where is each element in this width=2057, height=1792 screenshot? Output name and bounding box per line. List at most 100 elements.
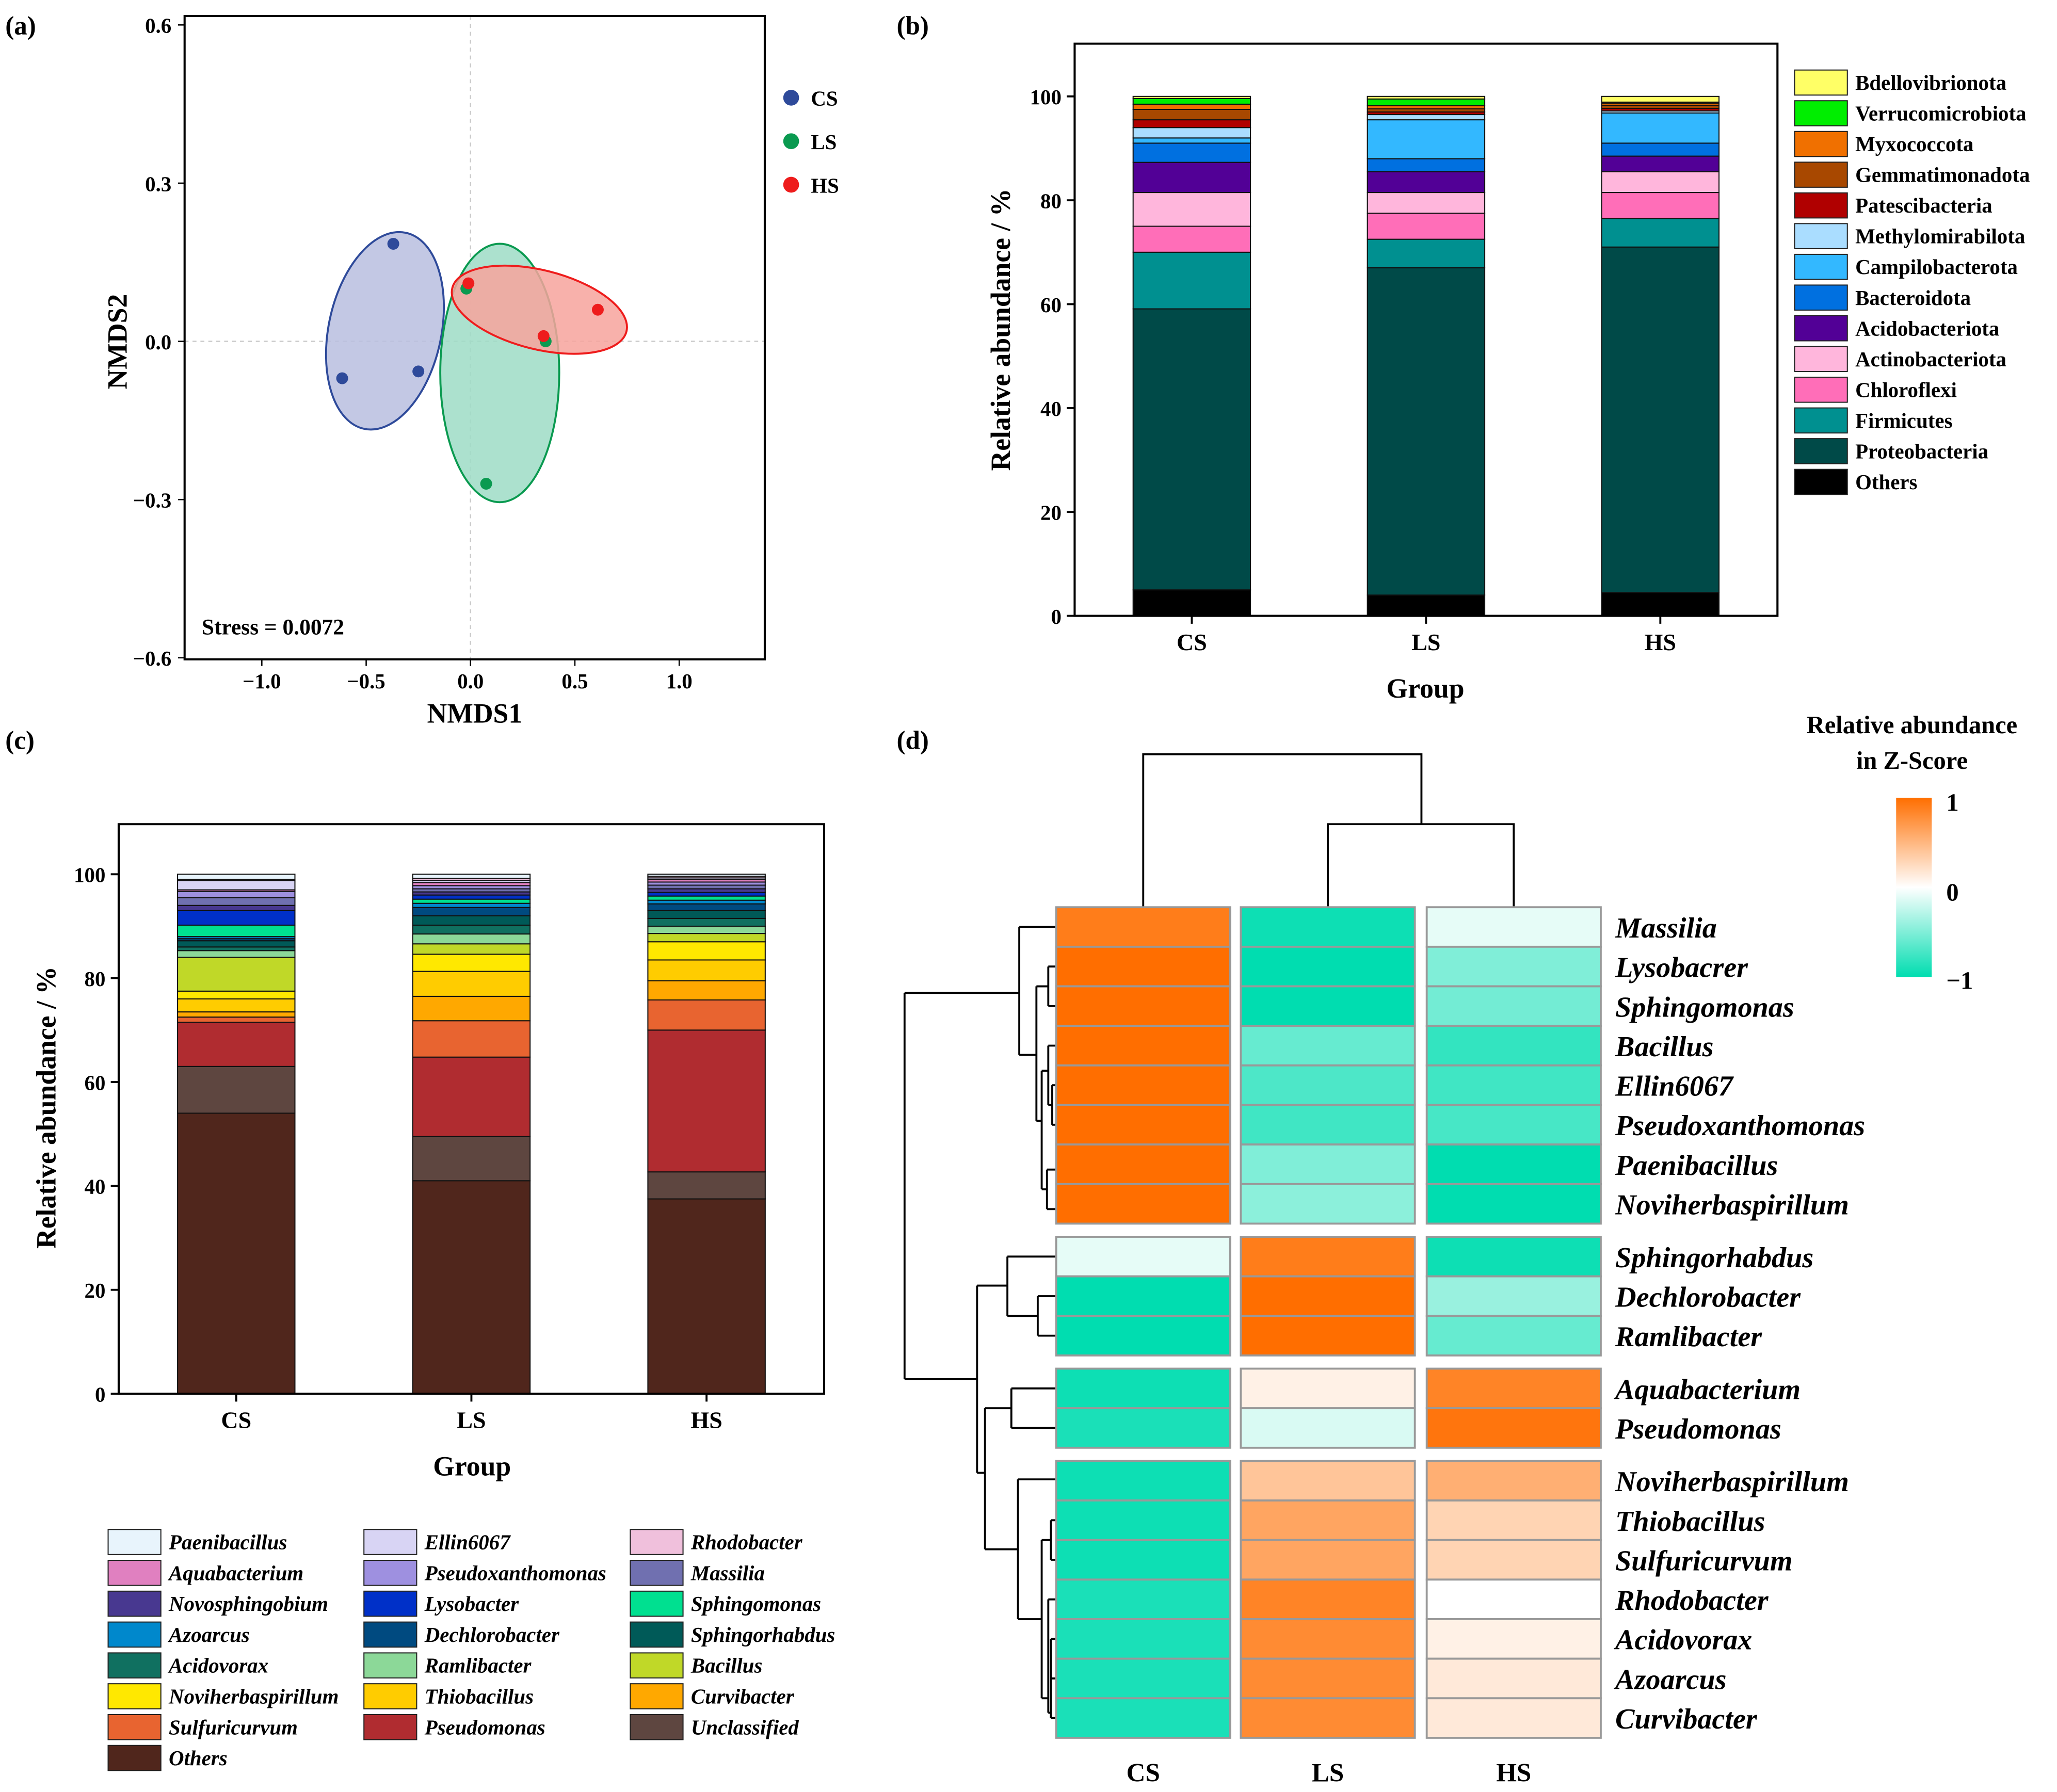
legend-label-pseudomonas: Pseudomonas: [424, 1716, 545, 1739]
heatmap-cell-lysobacrer-cs: [1055, 945, 1231, 988]
bar-segment-cs-sphingomonas: [177, 924, 296, 938]
bar-segment-hs-noviherbaspirillum: [647, 941, 766, 961]
legend-label-acidovorax: Acidovorax: [167, 1654, 268, 1677]
y-tick-label: 60: [85, 1071, 106, 1094]
x-tick-label: HS: [690, 1407, 722, 1433]
legend-swatch-ellin6067: [363, 1529, 417, 1555]
bar-segment-hs-sphingorhabdus: [647, 910, 766, 919]
y-tick-label: 0: [1051, 605, 1061, 628]
point-cs: [387, 237, 399, 250]
heatmap-cell-curvibacter-hs: [1425, 1697, 1602, 1739]
bar-segment-hs-lysobacter: [647, 892, 766, 897]
bar-segment-hs-massilia: [647, 884, 766, 890]
legend-label-unclassified: Unclassified: [691, 1716, 799, 1739]
bar-segment-hs-novosphingobium: [647, 888, 766, 893]
heatmap-cell-ellin6067-hs: [1425, 1064, 1602, 1106]
bar-segment-ls-acidovorax: [412, 924, 531, 935]
bar-segment-hs-bdellovibrionota: [1601, 95, 1720, 103]
bar-segment-hs-actinobacteriota: [1601, 171, 1720, 193]
bar-segment-cs-ellin6067: [177, 880, 296, 891]
colorbar-title-line1: Relative abundance: [1807, 712, 2018, 739]
heatmap-cell-ramlibacter-ls: [1240, 1315, 1416, 1357]
legend-label-azoarcus: Azoarcus: [167, 1623, 250, 1646]
y-tick-label: 20: [85, 1279, 106, 1302]
legend-label-campilobacterota: Campilobacterota: [1855, 255, 2018, 279]
legend-swatch-curvibacter: [630, 1683, 684, 1709]
x-tick-label: LS: [1411, 629, 1440, 655]
genus-ylabel: Relative abundance / %: [30, 966, 61, 1249]
bar-segment-cs-patescibacteria: [1132, 119, 1251, 128]
legend-swatch-proteobacteria: [1794, 438, 1848, 464]
heatmap-cell-dechlorobacter-ls: [1240, 1275, 1416, 1317]
y-tick-label: 80: [1040, 189, 1062, 213]
bar-segment-ls-ramlibacter: [412, 933, 531, 945]
row-label-azoarcus: Azoarcus: [1614, 1664, 1727, 1696]
heatmap-cell-ramlibacter-cs: [1055, 1315, 1231, 1357]
column-dendrogram: [1142, 753, 1515, 908]
legend-label-bdellovibrionota: Bdellovibrionota: [1855, 71, 2006, 94]
heatmap-cell-noviherbaspirillum-ls: [1240, 1183, 1416, 1225]
y-tick-label: 40: [1040, 397, 1062, 421]
legend-swatch-thiobacillus: [363, 1683, 417, 1709]
bar-segment-hs-curvibacter: [647, 980, 766, 1000]
heatmap-cell-lysobacrer-hs: [1425, 945, 1602, 988]
colorbar: [1896, 798, 1932, 977]
heatmap-cell-lysobacrer-ls: [1240, 945, 1416, 988]
legend-swatch-patescibacteria: [1794, 192, 1848, 219]
bar-segment-cs-lysobacter: [177, 910, 296, 926]
heatmap-cell-dechlorobacter-cs: [1055, 1275, 1231, 1317]
y-tick-label: 60: [1040, 294, 1062, 317]
bar-segment-ls-dechlorobacter: [412, 907, 531, 916]
legend-marker-ls: [783, 133, 799, 150]
heatmap-cell-sulfuricurvum-cs: [1055, 1539, 1231, 1581]
legend-swatch-others: [1794, 469, 1848, 495]
panel-label-c: (c): [5, 726, 35, 755]
legend-swatch-massilia: [630, 1560, 684, 1586]
y-tick-label: 40: [85, 1175, 106, 1199]
confidence-ellipse-cs: [325, 231, 445, 431]
colorbar-title-line2: in Z-Score: [1856, 747, 1968, 774]
bar-segment-hs-firmicutes: [1601, 218, 1720, 248]
y-tick-label: −0.3: [133, 489, 171, 512]
bar-segment-hs-thiobacillus: [647, 959, 766, 981]
y-tick-label: 0.6: [145, 14, 171, 38]
heatmap-cell-aquabacterium-hs: [1425, 1367, 1602, 1410]
legend-swatch-verrucomicrobiota: [1794, 100, 1848, 126]
nmds-xlabel: NMDS1: [427, 698, 522, 729]
legend-label-actinobacteriota: Actinobacteriota: [1855, 348, 2006, 371]
legend-swatch-dechlorobacter: [363, 1621, 417, 1648]
bar-segment-cs-thiobacillus: [177, 998, 296, 1013]
heatmap-cell-azoarcus-cs: [1055, 1657, 1231, 1700]
column-label-ls: LS: [1312, 1758, 1344, 1787]
y-tick-label: −0.6: [133, 647, 171, 670]
legend-swatch-acidovorax: [107, 1652, 162, 1678]
bar-segment-cs-myxococcota: [1132, 103, 1251, 110]
x-tick-label: −0.5: [347, 670, 385, 693]
legend-swatch-gemmatimonadota: [1794, 162, 1848, 188]
legend-swatch-sulfuricurvum: [107, 1714, 162, 1740]
legend-swatch-myxococcota: [1794, 131, 1848, 157]
bar-segment-cs-firmicutes: [1132, 251, 1251, 310]
row-label-dechlorobacter: Dechlorobacter: [1615, 1281, 1801, 1313]
colorbar-tick-label: 0: [1946, 879, 1958, 906]
confidence-ellipse-hs: [451, 264, 628, 355]
legend-label-noviherbaspirillum: Noviherbaspirillum: [168, 1685, 339, 1708]
row-label-curvibacter: Curvibacter: [1615, 1703, 1758, 1735]
bar-segment-ls-acidobacteriota: [1367, 171, 1486, 193]
genus-xlabel: Group: [433, 1450, 511, 1481]
legend-label-sulfuricurvum: Sulfuricurvum: [169, 1716, 298, 1739]
heatmap-cell-azoarcus-ls: [1240, 1657, 1416, 1700]
bar-segment-ls-chloroflexi: [1367, 213, 1486, 240]
x-tick-label: CS: [1177, 629, 1207, 655]
row-label-ellin6067: Ellin6067: [1615, 1071, 1734, 1103]
bar-segment-cs-ramlibacter: [177, 950, 296, 958]
column-label-cs: CS: [1127, 1758, 1160, 1787]
legend-swatch-noviherbaspirillum: [107, 1683, 162, 1709]
bar-segment-ls-thiobacillus: [412, 971, 531, 997]
legend-label-rhodobacter: Rhodobacter: [690, 1531, 803, 1554]
legend-swatch-pseudoxanthomonas: [363, 1560, 417, 1586]
column-label-hs: HS: [1496, 1758, 1531, 1787]
heatmap-cell-sphingomonas-hs: [1425, 985, 1602, 1027]
legend-label-acidobacteriota: Acidobacteriota: [1855, 317, 1999, 340]
heatmap-cell-thiobacillus-cs: [1055, 1499, 1231, 1541]
